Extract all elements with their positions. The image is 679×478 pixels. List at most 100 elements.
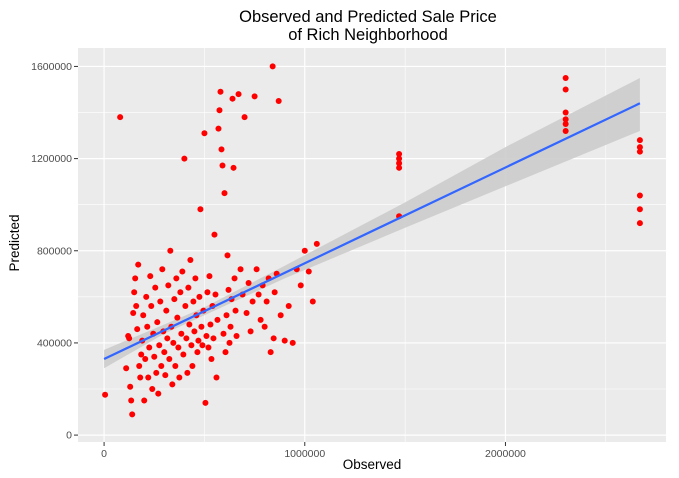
data-point [275, 97, 282, 104]
data-point [309, 298, 316, 305]
data-point [201, 130, 208, 137]
data-point [155, 390, 162, 397]
data-point [149, 386, 156, 393]
y-axis-ticks: 0 400000 800000 1200000 1600000 [31, 61, 78, 442]
data-point [202, 399, 209, 406]
data-point [218, 146, 225, 153]
data-point [133, 303, 140, 310]
data-point [164, 335, 171, 342]
data-point [396, 160, 403, 167]
data-point [178, 330, 185, 337]
data-point [223, 312, 230, 319]
data-point [132, 275, 139, 282]
data-point [289, 339, 296, 346]
fit-line [103, 102, 641, 361]
data-point [134, 326, 141, 333]
data-point [172, 362, 179, 369]
data-point [135, 261, 142, 268]
data-point [176, 374, 183, 381]
data-point [562, 116, 569, 123]
data-point [173, 275, 180, 282]
y-tick-label: 800000 [37, 245, 72, 257]
data-point [194, 349, 201, 356]
data-point [237, 266, 244, 273]
data-point [227, 323, 234, 330]
data-point [214, 316, 221, 323]
data-point [158, 362, 165, 369]
data-point [191, 328, 198, 335]
data-point [247, 328, 254, 335]
data-point [159, 266, 166, 273]
data-point [231, 275, 238, 282]
data-point [249, 298, 256, 305]
data-point [217, 88, 224, 95]
data-point [138, 351, 145, 358]
data-point [221, 190, 228, 197]
data-point [396, 150, 403, 157]
data-point [203, 333, 210, 340]
data-point [271, 289, 278, 296]
data-point [216, 107, 223, 114]
data-point [174, 314, 181, 321]
data-point [186, 321, 193, 328]
data-point [396, 155, 403, 162]
data-point [211, 231, 218, 238]
data-point [636, 220, 643, 227]
data-point [140, 312, 147, 319]
data-point [285, 303, 292, 310]
data-point [207, 321, 214, 328]
data-point [205, 344, 212, 351]
data-point [151, 353, 158, 360]
data-point [189, 362, 196, 369]
data-point [562, 127, 569, 134]
y-tick-label: 1200000 [31, 153, 72, 165]
data-point [179, 268, 186, 275]
data-point [230, 164, 237, 171]
data-point [131, 289, 138, 296]
data-point [636, 144, 643, 151]
data-point [183, 335, 190, 342]
data-point [636, 137, 643, 144]
data-point [170, 339, 177, 346]
grid-lines [78, 48, 666, 442]
data-point [130, 309, 137, 316]
data-point [225, 286, 232, 293]
data-point [136, 362, 143, 369]
data-point [226, 339, 233, 346]
data-point [208, 356, 215, 363]
data-point [196, 293, 203, 300]
data-point [257, 316, 264, 323]
data-point [263, 298, 270, 305]
data-point [562, 109, 569, 116]
data-point [206, 273, 213, 280]
data-point [562, 121, 569, 128]
data-point [153, 369, 160, 376]
y-tick-label: 0 [66, 430, 72, 442]
data-point [636, 148, 643, 155]
y-tick-label: 400000 [37, 337, 72, 349]
x-tick-label: 2000000 [485, 448, 526, 460]
data-point [224, 252, 231, 259]
data-point [255, 291, 262, 298]
data-point [177, 289, 184, 296]
data-point [313, 240, 320, 247]
data-point [192, 275, 199, 282]
data-point [143, 293, 150, 300]
data-point [636, 192, 643, 199]
chart-title-line-1: Observed and Predicted Sale Price [239, 8, 497, 26]
data-point [251, 93, 258, 100]
data-point [181, 155, 188, 162]
data-point [297, 282, 304, 289]
data-point [146, 344, 153, 351]
data-point [562, 86, 569, 93]
data-point [156, 342, 163, 349]
data-point [102, 391, 109, 398]
data-point [269, 63, 276, 70]
data-point [117, 114, 124, 121]
data-point [229, 95, 236, 102]
data-point [154, 319, 161, 326]
data-point [199, 342, 206, 349]
x-axis-ticks: 0 1000000 2000000 [101, 442, 526, 460]
data-point [144, 323, 151, 330]
data-point [148, 303, 155, 310]
